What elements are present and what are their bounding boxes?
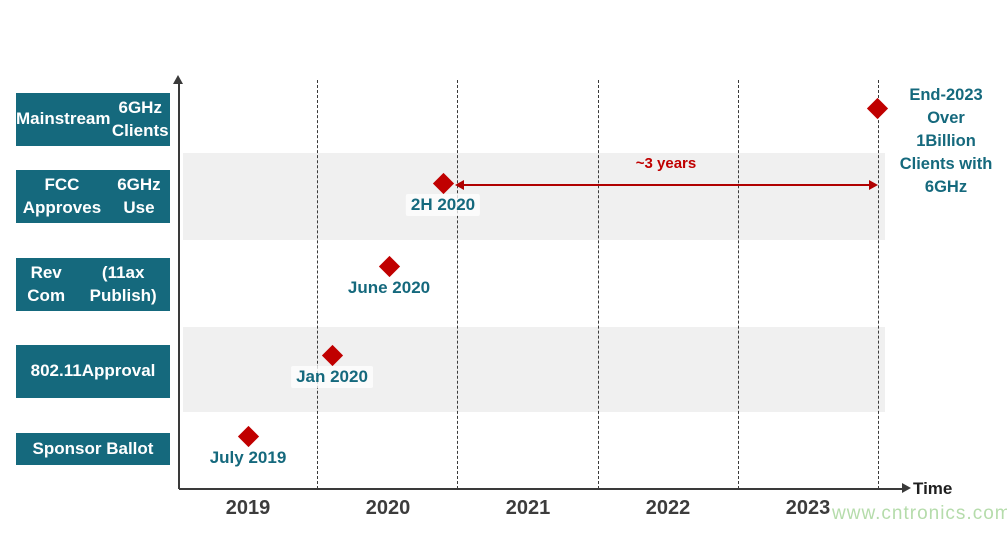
milestone-annotation-line: End-2023	[909, 86, 983, 104]
row-label-box: FCC Approves 6GHz Use	[16, 170, 170, 223]
x-tick-label: 2019	[225, 497, 271, 519]
milestone-date-label: June 2020	[342, 277, 436, 299]
row-label-box: Sponsor Ballot	[16, 433, 170, 465]
x-tick-label: 2020	[365, 497, 411, 519]
milestone-annotation-line: Over	[927, 109, 965, 127]
milestone-annotation-line: 1Billion	[916, 132, 976, 150]
duration-arrow-left-head-icon	[455, 180, 464, 190]
milestone-diamond-icon	[378, 255, 400, 277]
row-label-text: Approval	[81, 361, 156, 381]
milestone-date-label: Jan 2020	[291, 366, 373, 388]
duration-label: ~3 years	[635, 155, 697, 172]
milestone-annotation-line: Clients with	[899, 155, 993, 173]
milestone-annotation-line: 6GHz	[924, 178, 968, 196]
row-label-box: Rev Com (11ax Publish)	[16, 258, 170, 311]
milestone-date-label: 2H 2020	[405, 194, 481, 216]
row-label-text: FCC Approves	[22, 174, 102, 217]
duration-arrow	[463, 184, 870, 186]
milestone-annotation-block: End-2023 Over 1Billion Clients with 6GHz	[886, 84, 1006, 199]
year-gridline	[317, 80, 318, 489]
x-tick-label: 2023	[785, 497, 831, 519]
row-label-text: 802.11	[30, 361, 82, 381]
year-gridline	[457, 80, 458, 489]
duration-arrow-right-head-icon	[869, 180, 878, 190]
x-axis-title: Time	[913, 479, 953, 498]
x-axis-arrowhead-icon	[902, 483, 911, 493]
milestone-diamond-icon	[237, 425, 259, 447]
year-gridline	[738, 80, 739, 489]
y-axis-line	[178, 84, 180, 489]
row-label-text: (11ax Publish)	[89, 262, 157, 305]
milestone-date-label: July 2019	[204, 447, 292, 469]
row-label-box: Mainstream 6GHz Clients	[16, 93, 170, 146]
row-band	[183, 153, 885, 240]
milestone-diamond-icon	[866, 97, 888, 119]
y-axis-arrowhead-icon	[173, 75, 183, 84]
watermark: www.cntronics.com	[832, 503, 1007, 524]
row-label-text: 6GHz Clients	[111, 97, 169, 140]
year-gridline	[598, 80, 599, 489]
row-label-text: Sponsor Ballot	[32, 438, 154, 458]
row-label-text: Rev Com	[27, 262, 66, 305]
row-band	[183, 327, 885, 412]
x-axis-line	[179, 488, 902, 490]
row-label-text: Mainstream	[16, 109, 111, 129]
year-gridline	[878, 80, 879, 489]
row-label-text: 6GHz Use	[117, 174, 161, 217]
x-tick-label: 2021	[505, 497, 551, 519]
x-tick-label: 2022	[645, 497, 691, 519]
row-label-box: 802.11 Approval	[16, 345, 170, 398]
